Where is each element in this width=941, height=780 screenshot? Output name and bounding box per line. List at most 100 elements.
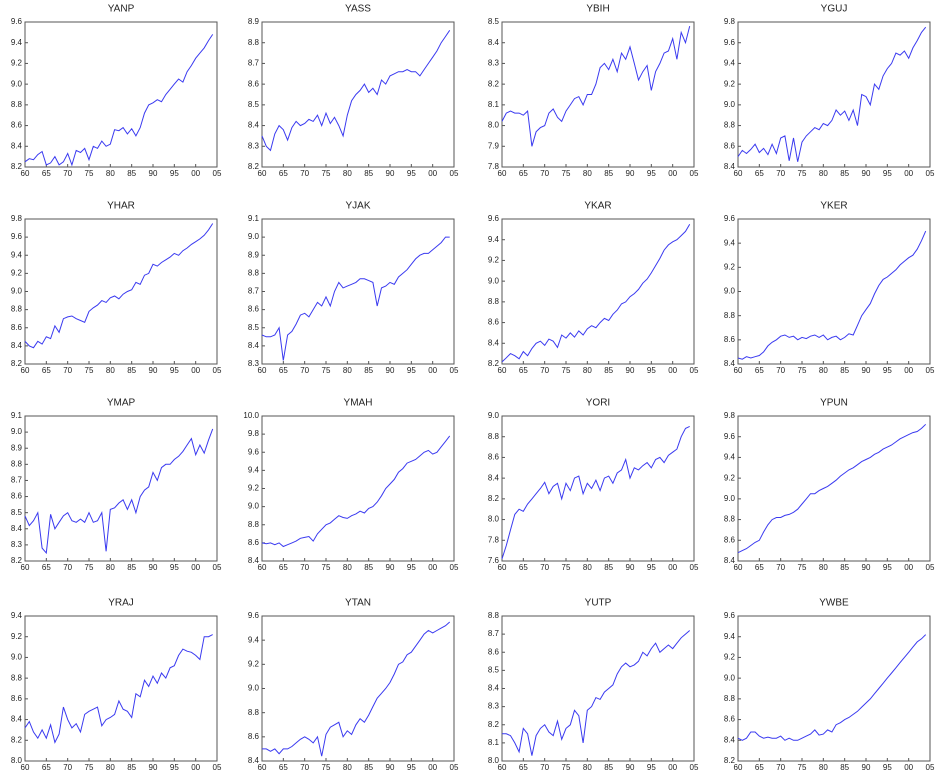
x-tick-label: 65 (519, 763, 528, 772)
y-tick-label: 8.3 (488, 59, 500, 68)
x-tick-label: 90 (862, 169, 871, 178)
y-tick-label: 8.4 (724, 735, 736, 744)
x-tick-label: 00 (191, 169, 200, 178)
x-tick-label: 75 (562, 366, 571, 375)
x-tick-label: 70 (776, 169, 785, 178)
x-tick-label: 65 (755, 169, 764, 178)
y-tick-label: 8.2 (488, 359, 500, 368)
x-tick-label: 70 (300, 563, 309, 572)
y-tick-label: 8.8 (488, 432, 500, 441)
y-tick-label: 9.6 (488, 214, 500, 223)
series-line (261, 236, 450, 361)
x-tick-label: 65 (279, 763, 288, 772)
x-tick-label: 95 (883, 763, 892, 772)
y-tick-label: 8.7 (248, 59, 260, 68)
x-tick-label: 85 (364, 763, 373, 772)
x-tick-label: 95 (170, 563, 179, 572)
x-tick-label: 05 (926, 366, 935, 375)
y-tick-label: 8.2 (488, 494, 500, 503)
series-line (261, 435, 451, 548)
x-tick-label: 05 (213, 563, 222, 572)
y-tick-label: 7.8 (488, 535, 500, 544)
x-tick-label: 90 (626, 366, 635, 375)
y-tick-label: 9.4 (11, 611, 23, 620)
y-tick-label: 8.8 (724, 121, 736, 130)
x-tick-label: 80 (583, 763, 592, 772)
y-tick-label: 9.8 (248, 429, 260, 438)
y-tick-label: 9.2 (248, 484, 260, 493)
plot-frame (501, 615, 695, 762)
y-tick-label: 9.0 (11, 287, 23, 296)
x-tick-label: 85 (127, 763, 136, 772)
y-tick-label: 8.3 (488, 702, 500, 711)
x-tick-label: 85 (604, 169, 613, 178)
y-tick-label: 9.2 (11, 59, 23, 68)
x-tick-label: 85 (840, 563, 849, 572)
y-tick-label: 8.2 (724, 756, 736, 765)
x-tick-label: 60 (21, 763, 30, 772)
x-tick-label: 80 (106, 169, 115, 178)
x-tick-label: 70 (776, 563, 785, 572)
x-tick-label: 85 (840, 366, 849, 375)
x-tick-label: 80 (583, 563, 592, 572)
chart-title: YTAN (345, 598, 371, 609)
y-tick-label: 9.2 (11, 632, 23, 641)
x-tick-label: 65 (42, 366, 51, 375)
x-tick-label: 65 (519, 169, 528, 178)
x-tick-label: 95 (170, 366, 179, 375)
y-tick-label: 8.0 (488, 121, 500, 130)
x-tick-label: 75 (798, 763, 807, 772)
y-tick-label: 8.5 (488, 665, 500, 674)
x-tick-label: 60 (498, 366, 507, 375)
x-tick-label: 65 (42, 763, 51, 772)
x-tick-label: 05 (213, 366, 222, 375)
plot-frame (24, 615, 218, 762)
y-tick-label: 8.6 (248, 79, 260, 88)
x-tick-label: 00 (668, 763, 677, 772)
y-tick-label: 8.6 (248, 305, 260, 314)
y-tick-label: 8.8 (724, 694, 736, 703)
y-tick-label: 8.0 (488, 515, 500, 524)
plot-frame (737, 615, 931, 762)
series-line (24, 634, 213, 744)
x-tick-label: 70 (63, 169, 72, 178)
x-tick-label: 85 (604, 366, 613, 375)
x-tick-label: 05 (450, 169, 459, 178)
y-tick-label: 8.2 (11, 556, 23, 565)
y-tick-label: 8.6 (488, 647, 500, 656)
x-tick-label: 90 (386, 366, 395, 375)
x-tick-label: 75 (85, 169, 94, 178)
x-tick-label: 65 (519, 563, 528, 572)
y-tick-label: 7.9 (488, 141, 500, 150)
x-tick-label: 00 (191, 763, 200, 772)
y-tick-label: 8.8 (248, 708, 260, 717)
y-tick-label: 8.4 (248, 121, 260, 130)
y-tick-label: 8.2 (488, 79, 500, 88)
x-tick-label: 00 (668, 366, 677, 375)
chart-title: YASS (345, 4, 371, 15)
y-tick-label: 9.0 (248, 502, 260, 511)
plot-frame (24, 415, 218, 562)
y-tick-label: 8.2 (488, 720, 500, 729)
chart-title: YRAJ (108, 598, 134, 609)
x-tick-label: 00 (191, 366, 200, 375)
y-tick-label: 8.8 (488, 297, 500, 306)
y-tick-label: 9.6 (11, 232, 23, 241)
x-tick-label: 75 (562, 169, 571, 178)
x-tick-label: 90 (149, 169, 158, 178)
x-tick-label: 90 (149, 563, 158, 572)
x-tick-label: 80 (106, 563, 115, 572)
x-tick-label: 65 (279, 169, 288, 178)
x-tick-label: 60 (21, 563, 30, 572)
x-tick-label: 85 (840, 169, 849, 178)
x-tick-label: 80 (106, 763, 115, 772)
x-tick-label: 90 (626, 763, 635, 772)
x-tick-label: 05 (450, 563, 459, 572)
x-tick-label: 75 (85, 366, 94, 375)
y-tick-label: 8.4 (488, 38, 500, 47)
y-tick-label: 9.6 (11, 17, 23, 26)
y-tick-label: 9.0 (724, 494, 736, 503)
y-tick-label: 8.9 (248, 250, 260, 259)
chart-title: YGUJ (821, 4, 848, 15)
x-tick-label: 90 (149, 366, 158, 375)
